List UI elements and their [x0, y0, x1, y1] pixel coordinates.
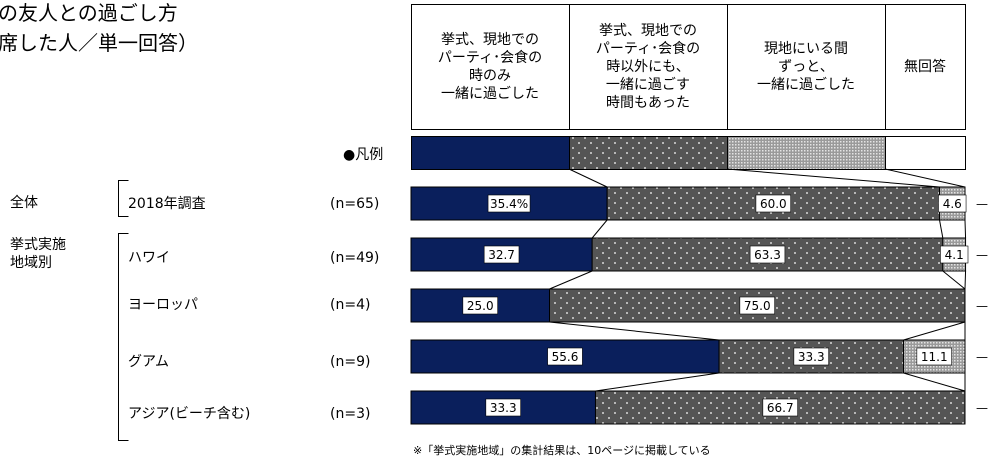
bar-segment-3-2 — [903, 339, 966, 374]
connector-line — [942, 270, 966, 290]
sample-size-3: (n=9) — [330, 354, 371, 370]
data-label-3-1: 33.3 — [798, 350, 825, 364]
group-brackets — [118, 180, 129, 441]
legend-header-0: 挙式、現地での パーティ･会食の 時のみ 一緒に過ごした — [437, 31, 543, 102]
sample-size-1: (n=49) — [330, 250, 380, 266]
connector-line — [549, 321, 720, 341]
legend-swatch-3 — [885, 136, 966, 170]
right-label-2: — — [976, 299, 988, 313]
data-label-1-0: 32.7 — [488, 248, 515, 262]
legend-swatch-2 — [727, 136, 886, 170]
footnote: ※「挙式実施地域」の集計結果は、10ページに掲載している — [413, 444, 711, 457]
connector-line — [903, 372, 966, 392]
data-label-box-1-2 — [940, 245, 969, 264]
data-label-box-4-0 — [485, 398, 521, 417]
data-label-box-3-0 — [547, 347, 583, 366]
connector-line — [568, 168, 608, 188]
sample-size-0: (n=65) — [330, 196, 380, 212]
bar-row-1: 32.7 63.3 4.1 — — [410, 237, 988, 272]
data-label-box-2-0 — [462, 296, 498, 315]
connector-line — [595, 372, 720, 392]
connector-line — [964, 270, 967, 290]
bar-row-4: 33.3 66.7 — — [410, 390, 988, 425]
legend-swatch-0 — [411, 136, 570, 170]
bar-row-0: 35.4% 60.0 4.6 — — [410, 186, 988, 221]
connector-line — [903, 321, 966, 341]
legend-swatch-1 — [569, 136, 728, 170]
bar-segment-2-0 — [410, 288, 550, 323]
data-label-box-0-1 — [755, 194, 792, 213]
data-label-3-0: 55.6 — [552, 350, 579, 364]
data-label-box-3-1 — [793, 347, 829, 366]
data-label-2-0: 25.0 — [467, 299, 494, 313]
bar-row-3: 55.6 33.3 11.1 — — [410, 339, 988, 374]
data-label-1-1: 63.3 — [754, 248, 781, 262]
bar-row-2: 25.0 75.0 — — [410, 288, 988, 323]
category-label-2: ヨーロッパ — [128, 297, 198, 313]
right-label-4: — — [976, 401, 988, 415]
group-total-label: 全体 — [10, 195, 38, 211]
data-label-0-2: 4.6 — [943, 197, 962, 211]
data-label-box-1-0 — [483, 245, 520, 264]
data-label-1-2: 4.1 — [945, 248, 964, 262]
right-label-3: — — [976, 350, 988, 364]
data-label-box-2-1 — [739, 296, 775, 315]
category-label-3: グアム — [128, 354, 170, 370]
data-label-0-0: 35.4% — [490, 197, 528, 211]
data-label-box-0-0 — [487, 194, 531, 213]
data-label-4-1: 66.7 — [767, 401, 794, 415]
data-label-2-1: 75.0 — [744, 299, 771, 313]
data-label-box-3-2 — [916, 347, 952, 366]
legend-header-grid — [411, 4, 966, 130]
connector-line — [939, 219, 944, 239]
group-region-label: 挙式実施 地域別 — [10, 237, 66, 271]
data-label-0-1: 60.0 — [760, 197, 787, 211]
connector-line — [549, 270, 593, 290]
legend-header-3: 無回答 — [904, 58, 946, 75]
data-label-box-1-1 — [749, 245, 786, 264]
sample-size-2: (n=4) — [330, 297, 371, 313]
legend-header-1: 挙式、現地での パーティ･会食の 時以外にも、 一緒に過ごす 時間もあった — [595, 22, 701, 111]
chart-title-line1: の友人との過ごし方 — [0, 1, 178, 25]
legend-label: ●凡例 — [343, 147, 384, 163]
chart-title-line2: 席した人／単一回答） — [0, 31, 198, 55]
sample-size-4: (n=3) — [330, 406, 371, 422]
connector-line — [726, 168, 940, 188]
right-label-1: — — [976, 248, 988, 262]
data-label-box-4-1 — [762, 398, 798, 417]
connector-line — [591, 219, 608, 239]
data-label-3-2: 11.1 — [921, 350, 948, 364]
connector-line — [964, 219, 967, 239]
data-label-box-0-2 — [938, 194, 967, 213]
category-label-4: アジア(ビーチ含む) — [128, 406, 251, 422]
legend-header-2: 現地にいる間 ずっと、 一緒に過ごした — [757, 40, 855, 93]
category-label-1: ハワイ — [128, 250, 170, 266]
right-label-0: — — [976, 197, 988, 211]
connector-line — [884, 168, 966, 188]
data-label-4-0: 33.3 — [490, 401, 517, 415]
category-label-0: 2018年調査 — [128, 196, 206, 212]
